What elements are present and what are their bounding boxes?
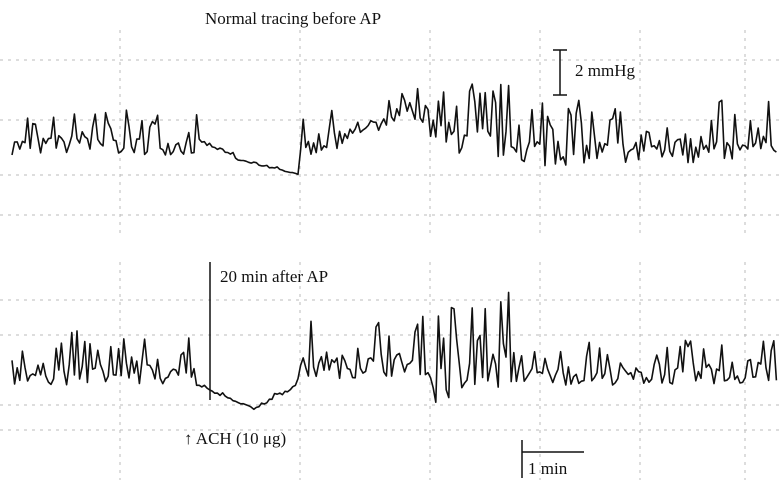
grid bbox=[0, 30, 779, 480]
time-label: 1 min bbox=[528, 459, 568, 478]
tracing bbox=[12, 292, 776, 409]
tracing bbox=[12, 84, 776, 174]
stimulus-label: ↑ ACH (10 μg) bbox=[184, 429, 286, 448]
scale-label: 2 mmHg bbox=[575, 61, 635, 80]
top-label: Normal tracing before AP bbox=[205, 9, 381, 28]
bottom-label: 20 min after AP bbox=[220, 267, 328, 286]
figure: Normal tracing before AP 2 mmHg 20 min a… bbox=[0, 0, 779, 486]
